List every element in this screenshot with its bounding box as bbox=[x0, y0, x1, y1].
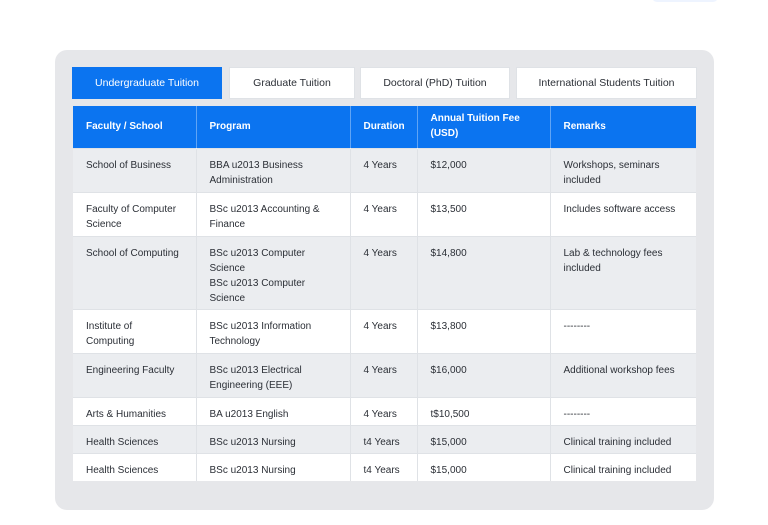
cell-faculty: School of Business bbox=[73, 147, 197, 192]
table-row: Institute of Computing BSc u2013 Informat… bbox=[73, 308, 696, 353]
header-remarks: Remarks bbox=[550, 106, 696, 148]
cell-program: BSc u2013 Nursing bbox=[196, 424, 351, 453]
program-line: BSc u2013 Computer Science bbox=[209, 247, 306, 274]
cell-program: BSc u2013 Nursing bbox=[196, 452, 351, 481]
table-row: Health Sciences BSc u2013 Nursing t4 Years… bbox=[73, 452, 696, 481]
cell-annual-fee: t$10,500 bbox=[417, 396, 551, 425]
cell-annual-fee: $15,000 bbox=[417, 452, 551, 481]
tuition-table: Faculty / School Program Duration Annual… bbox=[73, 106, 696, 481]
program-line: BSc u2013 Information Technology bbox=[209, 320, 312, 347]
top-decoration bbox=[652, 0, 718, 2]
cell-remarks: Clinical training included bbox=[550, 452, 696, 481]
cell-faculty: Faculty of Computer Science bbox=[73, 191, 197, 236]
cell-faculty: Engineering Faculty bbox=[73, 352, 197, 397]
cell-duration: t4 Years bbox=[350, 452, 418, 481]
cell-faculty: Health Sciences bbox=[73, 452, 197, 481]
program-line: BSc u2013 Computer Science bbox=[209, 277, 306, 304]
cell-program: BSc u2013 Computer Science BSc u2013 Comp… bbox=[196, 235, 351, 309]
program-line: BSc u2013 Electrical Engineering (EEE) bbox=[209, 364, 302, 391]
cell-duration: 4 Years bbox=[350, 191, 418, 236]
header-annual-fee: Annual Tuition Fee (USD) bbox=[417, 106, 551, 148]
table-row: School of Computing BSc u2013 Computer Sc… bbox=[73, 235, 696, 309]
cell-remarks: Lab & technology fees included bbox=[550, 235, 696, 309]
cell-duration: 4 Years bbox=[350, 147, 418, 192]
cell-annual-fee: $13,800 bbox=[417, 308, 551, 353]
program-line: BA u2013 English bbox=[209, 408, 289, 420]
cell-program: BBA u2013 Business Administration bbox=[196, 147, 351, 192]
program-line: BSc u2013 Nursing bbox=[209, 436, 296, 448]
header-duration: Duration bbox=[350, 106, 418, 148]
cell-remarks: -------- bbox=[550, 308, 696, 353]
cell-annual-fee: $14,800 bbox=[417, 235, 551, 309]
cell-duration: 4 Years bbox=[350, 396, 418, 425]
table-header-row: Faculty / School Program Duration Annual… bbox=[73, 106, 696, 148]
table-body: School of Business BBA u2013 Business Adm… bbox=[73, 147, 696, 481]
cell-annual-fee: $13,500 bbox=[417, 191, 551, 236]
header-program: Program bbox=[196, 106, 351, 148]
cell-faculty: School of Computing bbox=[73, 235, 197, 309]
tab-undergraduate-tuition[interactable]: Undergraduate Tuition bbox=[72, 67, 222, 99]
cell-remarks: Additional workshop fees bbox=[550, 352, 696, 397]
cell-duration: t4 Years bbox=[350, 424, 418, 453]
tab-international-tuition[interactable]: International Students Tuition bbox=[516, 67, 697, 99]
cell-faculty: Arts & Humanities bbox=[73, 396, 197, 425]
cell-program: BSc u2013 Information Technology bbox=[196, 308, 351, 353]
program-line: BSc u2013 Accounting & Finance bbox=[209, 203, 320, 230]
header-faculty: Faculty / School bbox=[73, 106, 197, 148]
table-row: Arts & Humanities BA u2013 English 4 Years… bbox=[73, 396, 696, 425]
cell-annual-fee: $15,000 bbox=[417, 424, 551, 453]
table-row: Health Sciences BSc u2013 Nursing t4 Years… bbox=[73, 424, 696, 453]
cell-remarks: Clinical training included bbox=[550, 424, 696, 453]
cell-faculty: Institute of Computing bbox=[73, 308, 197, 353]
program-line: BBA u2013 Business Administration bbox=[209, 159, 303, 186]
cell-program: BSc u2013 Accounting & Finance bbox=[196, 191, 351, 236]
table-row: School of Business BBA u2013 Business Adm… bbox=[73, 147, 696, 192]
program-line: BSc u2013 Nursing bbox=[209, 464, 296, 476]
cell-faculty: Health Sciences bbox=[73, 424, 197, 453]
cell-program: BSc u2013 Electrical Engineering (EEE) bbox=[196, 352, 351, 397]
cell-remarks: -------- bbox=[550, 396, 696, 425]
cell-duration: 4 Years bbox=[350, 235, 418, 309]
tab-graduate-tuition[interactable]: Graduate Tuition bbox=[229, 67, 355, 99]
cell-remarks: Workshops, seminars included bbox=[550, 147, 696, 192]
cell-annual-fee: $12,000 bbox=[417, 147, 551, 192]
tab-doctoral-tuition[interactable]: Doctoral (PhD) Tuition bbox=[360, 67, 510, 99]
cell-duration: 4 Years bbox=[350, 308, 418, 353]
table-row: Faculty of Computer Science BSc u2013 Acc… bbox=[73, 191, 696, 236]
table-row: Engineering Faculty BSc u2013 Electrical … bbox=[73, 352, 696, 397]
cell-annual-fee: $16,000 bbox=[417, 352, 551, 397]
cell-remarks: Includes software access bbox=[550, 191, 696, 236]
cell-program: BA u2013 English bbox=[196, 396, 351, 425]
cell-duration: 4 Years bbox=[350, 352, 418, 397]
tuition-panel: Undergraduate Tuition Graduate Tuition D… bbox=[55, 50, 714, 510]
